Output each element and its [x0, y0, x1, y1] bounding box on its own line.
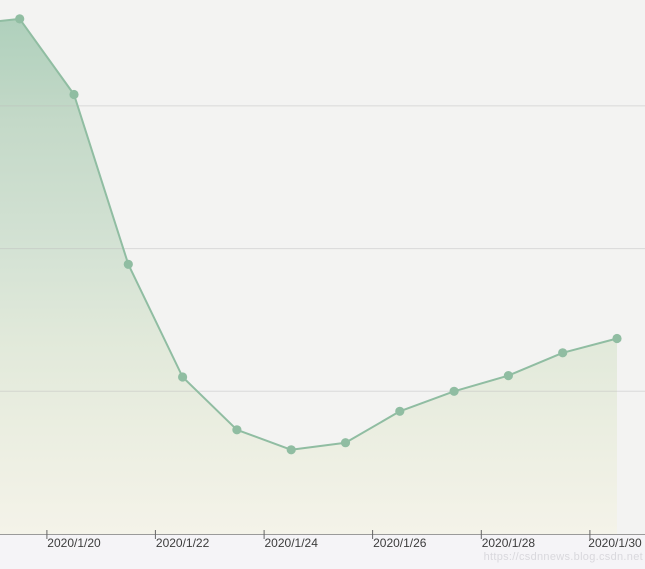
x-axis-label: 2020/1/26	[373, 536, 427, 550]
data-point[interactable]	[69, 89, 79, 100]
data-point[interactable]	[449, 386, 459, 396]
data-point[interactable]	[178, 372, 188, 382]
data-point[interactable]	[503, 371, 513, 381]
x-axis-label: 2020/1/22	[156, 536, 210, 550]
data-point[interactable]	[612, 333, 622, 344]
x-axis-label: 2020/1/24	[265, 536, 319, 550]
x-axis-label: 2020/1/20	[47, 536, 101, 550]
area-fill	[0, 18, 617, 534]
data-point[interactable]	[232, 425, 242, 435]
data-point[interactable]	[15, 14, 25, 24]
data-point[interactable]	[123, 259, 133, 269]
x-axis-label: 2020/1/30	[588, 536, 642, 550]
x-axis-label: 2020/1/28	[482, 536, 536, 550]
data-point[interactable]	[340, 438, 351, 448]
data-point[interactable]	[286, 445, 296, 455]
data-point[interactable]	[395, 406, 405, 416]
axis-labels-strip	[0, 534, 645, 569]
data-point[interactable]	[558, 348, 568, 358]
